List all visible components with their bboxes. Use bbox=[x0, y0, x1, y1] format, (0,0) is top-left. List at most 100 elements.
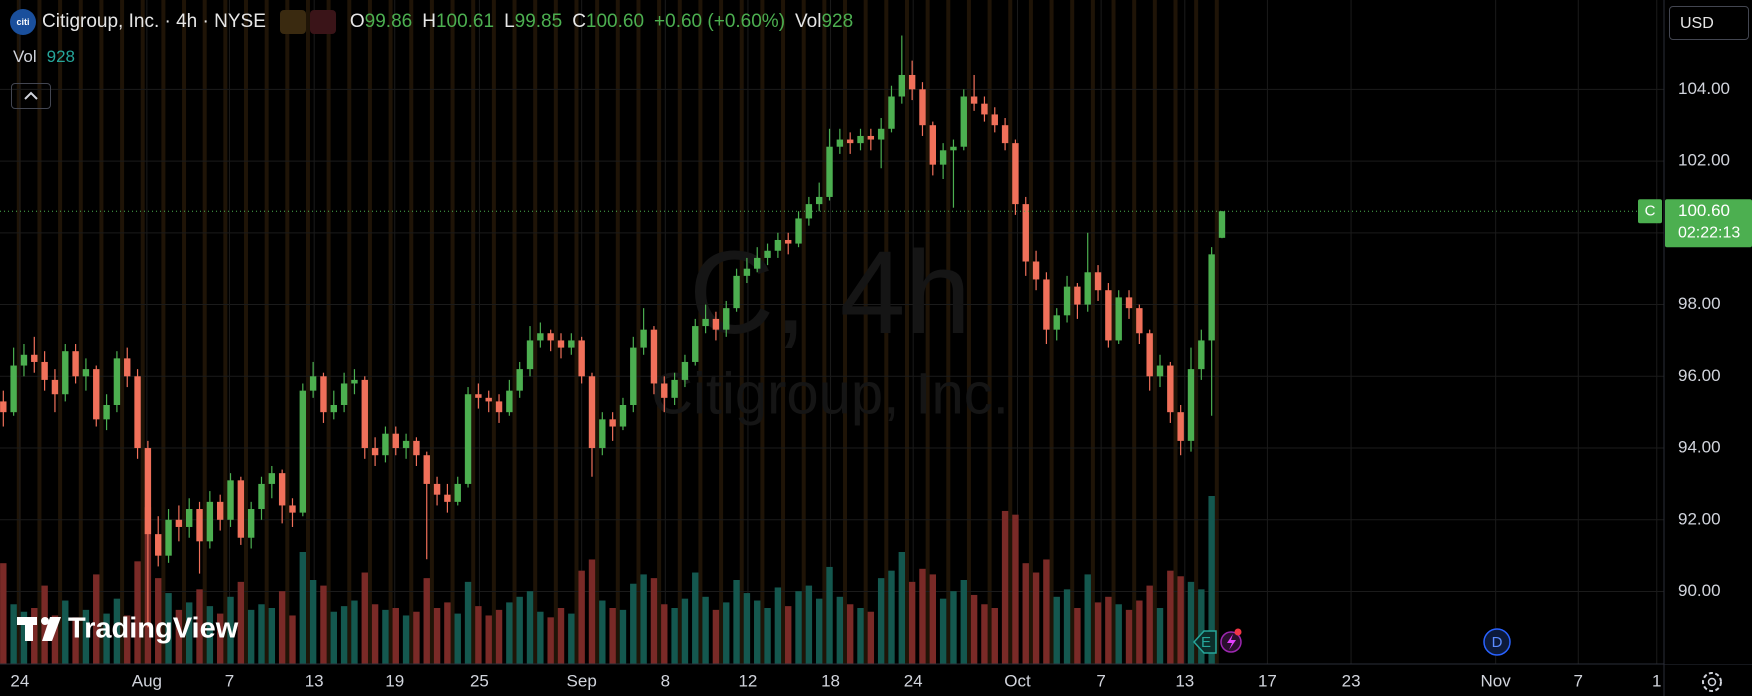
volume-bar bbox=[929, 574, 936, 664]
volume-bar bbox=[692, 572, 699, 664]
volume-bar bbox=[805, 585, 813, 664]
volume-bar bbox=[1074, 608, 1081, 664]
watermark-name: Citigroup, Inc. bbox=[651, 361, 1009, 426]
candle-body bbox=[464, 394, 472, 484]
market-status-icon[interactable] bbox=[279, 10, 306, 34]
volume-bar bbox=[113, 598, 121, 664]
session-stripe bbox=[326, 0, 331, 664]
x-tick-label: Nov bbox=[1481, 671, 1512, 690]
candle-layer bbox=[0, 35, 1226, 628]
candle-body bbox=[444, 494, 451, 502]
session-stripe bbox=[1028, 0, 1033, 664]
session-stripe bbox=[1194, 0, 1199, 664]
volume-bar bbox=[723, 602, 730, 664]
volume-bar bbox=[1012, 514, 1019, 664]
status-icons bbox=[279, 10, 336, 34]
volume-bar bbox=[857, 608, 864, 664]
session-stripe bbox=[1111, 0, 1116, 664]
candle-body bbox=[960, 96, 967, 147]
volume-bar bbox=[836, 596, 844, 664]
volume-bar bbox=[371, 604, 379, 664]
volume-bar bbox=[568, 613, 575, 664]
candle-body bbox=[1156, 365, 1164, 377]
candle-body bbox=[919, 89, 926, 126]
price-tag-countdown: 02:22:13 bbox=[1678, 225, 1740, 242]
settings-icon bbox=[1702, 672, 1722, 692]
volume-bar bbox=[103, 613, 110, 664]
volume-bar bbox=[970, 594, 978, 664]
volume-bar bbox=[846, 604, 854, 664]
volume-bar bbox=[475, 606, 482, 664]
event-badge bbox=[1483, 628, 1511, 656]
volume-bar bbox=[743, 593, 751, 664]
candle-body bbox=[526, 340, 534, 370]
candle-body bbox=[846, 139, 854, 144]
candle-body bbox=[939, 150, 947, 165]
brand-logo: TradingView bbox=[17, 613, 239, 645]
x-tick-label: 25 bbox=[470, 671, 489, 690]
candle-body bbox=[93, 369, 100, 420]
candle-body bbox=[1012, 143, 1019, 205]
price-axis-layer: 90.0092.0094.0096.0098.00100.00102.00104… bbox=[1638, 0, 1752, 696]
earnings-marker[interactable]: E bbox=[1192, 630, 1217, 654]
volume-bar bbox=[464, 581, 472, 664]
volume-bar bbox=[1187, 581, 1195, 664]
volume-bar bbox=[681, 598, 689, 664]
candle-body bbox=[609, 419, 616, 427]
session-stripe bbox=[409, 0, 414, 664]
volume-bar bbox=[785, 606, 792, 664]
volume-bar bbox=[51, 615, 59, 664]
volume-bar bbox=[1167, 570, 1174, 664]
candle-body bbox=[1105, 290, 1112, 341]
symbol-title[interactable]: Citigroup, Inc. · 4h · NYSE bbox=[42, 11, 266, 32]
candle-body bbox=[877, 128, 885, 140]
session-stripe bbox=[1008, 0, 1013, 664]
brand-name: TradingView bbox=[68, 613, 239, 645]
candle-body bbox=[599, 419, 606, 449]
volume-bar bbox=[537, 611, 544, 664]
volume-bar bbox=[1125, 609, 1133, 664]
logo-shape bbox=[42, 617, 61, 641]
collapse-button[interactable] bbox=[11, 83, 51, 109]
session-stripe bbox=[987, 0, 992, 664]
x-tick-label: Sep bbox=[567, 671, 597, 690]
x-tick-label: 17 bbox=[1258, 671, 1277, 690]
candle-body bbox=[258, 483, 265, 510]
ohlc-key: H bbox=[422, 11, 436, 32]
logo-shape bbox=[25, 617, 33, 641]
candle-body bbox=[1167, 365, 1174, 413]
candle-body bbox=[1115, 297, 1122, 341]
volume-bar bbox=[1022, 563, 1029, 664]
dividend-marker[interactable]: D bbox=[1483, 628, 1511, 656]
candle-body bbox=[888, 96, 895, 129]
candle-body bbox=[320, 376, 327, 413]
candle-body bbox=[216, 501, 224, 520]
split-marker[interactable] bbox=[1220, 628, 1242, 653]
volume-bar bbox=[557, 608, 565, 664]
candle-body bbox=[1208, 254, 1215, 341]
candle-body bbox=[351, 379, 358, 384]
volume-bar bbox=[661, 604, 668, 664]
session-stripe bbox=[553, 0, 558, 664]
volume-bar bbox=[206, 606, 214, 664]
data-status-icon[interactable] bbox=[309, 10, 336, 34]
candle-body bbox=[41, 361, 48, 380]
volume-bar bbox=[1032, 572, 1040, 664]
candle-body bbox=[1053, 315, 1060, 330]
candle-body bbox=[702, 318, 709, 327]
volume-bar bbox=[1177, 576, 1184, 664]
candle-body bbox=[1187, 369, 1195, 441]
volume-bar bbox=[1115, 604, 1122, 664]
volume-bar bbox=[1136, 600, 1143, 664]
candle-body bbox=[237, 480, 245, 538]
volume-bar bbox=[1053, 596, 1060, 664]
volume-bar bbox=[1063, 589, 1071, 664]
candle-body bbox=[134, 376, 141, 449]
volume-bar bbox=[444, 602, 451, 664]
volume-bar bbox=[960, 580, 967, 664]
currency-select[interactable]: USD bbox=[1669, 6, 1749, 40]
session-stripe bbox=[657, 0, 662, 664]
